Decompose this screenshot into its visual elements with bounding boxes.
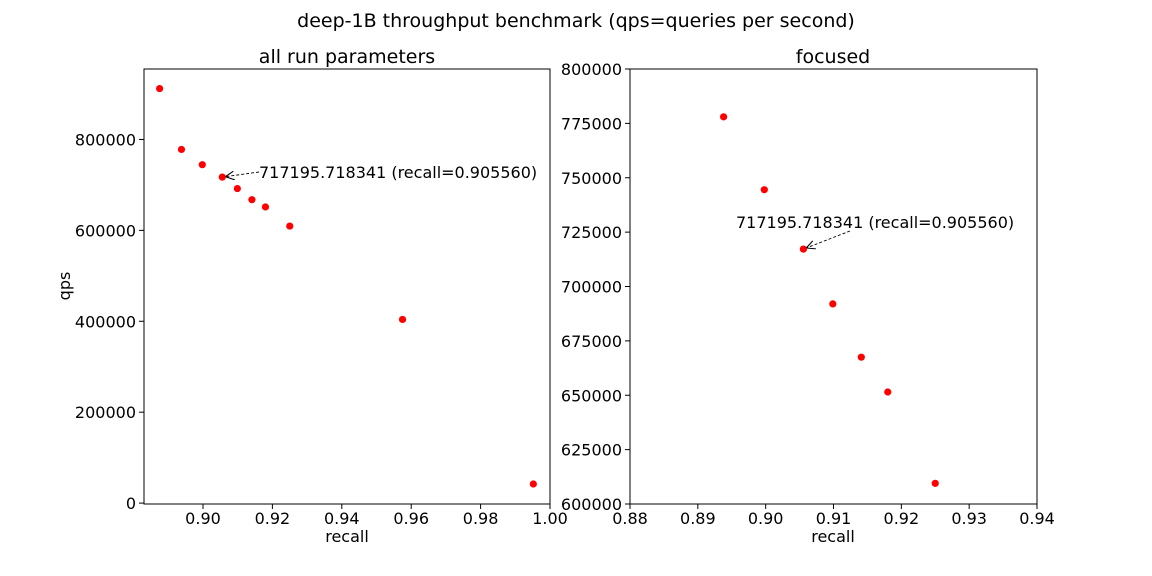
y-tick-label: 0	[126, 494, 136, 513]
plot-title-all-run-parameters: all run parameters	[259, 46, 435, 68]
y-axis-label: qps	[55, 272, 74, 301]
data-points	[156, 84, 537, 488]
y-tick-label: 400000	[75, 312, 136, 331]
y-tick-label: 700000	[561, 278, 622, 297]
x-tick-label: 0.92	[884, 509, 920, 528]
data-point	[156, 84, 164, 93]
data-points	[720, 113, 939, 487]
data-point	[884, 388, 892, 396]
x-tick-label: 0.90	[748, 509, 784, 528]
annotation: 717195.718341 (recall=0.905560)	[226, 163, 537, 182]
y-tick-label: 800000	[561, 60, 622, 79]
plot-title-focused: focused	[796, 46, 870, 68]
x-tick-label: 0.90	[185, 509, 221, 528]
y-tick-label: 775000	[561, 114, 622, 133]
plot-focused: focused 0.88 0.89 0.90 0.91 0.92 0.93 0.94 600…	[561, 46, 1055, 546]
x-tick-label: 0.96	[393, 509, 429, 528]
annotation-arrow	[807, 230, 851, 248]
data-point	[218, 173, 226, 181]
data-point	[760, 186, 768, 194]
x-tick-label: 0.94	[324, 509, 360, 528]
data-point	[720, 113, 728, 121]
x-tick-label: 0.94	[1019, 509, 1055, 528]
x-tick-label: 0.89	[680, 509, 716, 528]
y-tick-label: 725000	[561, 223, 622, 242]
y-tick-label: 625000	[561, 441, 622, 460]
x-tick-label: 0.98	[463, 509, 499, 528]
data-point	[931, 479, 939, 487]
y-ticks: 0 200000 400000 600000 800000	[75, 130, 144, 513]
y-tick-label: 675000	[561, 332, 622, 351]
data-point	[799, 245, 807, 253]
y-tick-label: 650000	[561, 386, 622, 405]
data-point	[857, 353, 865, 361]
data-point	[233, 184, 241, 193]
data-point	[398, 315, 407, 324]
y-tick-label: 200000	[75, 403, 136, 422]
data-point	[198, 161, 206, 169]
annotation-arrow	[226, 172, 260, 177]
data-point	[261, 203, 270, 211]
x-axis-label: recall	[811, 527, 855, 546]
x-axis-label: recall	[325, 527, 369, 546]
y-tick-label: 600000	[561, 495, 622, 514]
annotation-label: 717195.718341 (recall=0.905560)	[736, 213, 1014, 232]
data-point	[829, 300, 837, 308]
annotation: 717195.718341 (recall=0.905560)	[736, 213, 1014, 248]
x-tick-label: 1.00	[532, 509, 568, 528]
x-tick-label: 0.92	[255, 509, 291, 528]
y-tick-label: 600000	[75, 221, 136, 240]
data-point	[248, 196, 256, 204]
data-point	[177, 145, 186, 154]
annotation-label: 717195.718341 (recall=0.905560)	[259, 163, 537, 182]
figure-suptitle: deep-1B throughput benchmark (qps=querie…	[297, 10, 855, 32]
data-point	[286, 222, 294, 230]
x-tick-label: 0.88	[612, 509, 648, 528]
x-tick-label: 0.91	[816, 509, 852, 528]
data-point	[529, 480, 537, 488]
x-tick-label: 0.93	[951, 509, 987, 528]
x-ticks: 0.88 0.89 0.90 0.91 0.92 0.93 0.94	[612, 504, 1055, 528]
y-ticks: 600000 625000 650000 675000 700000 725000 7500…	[561, 60, 630, 514]
y-tick-label: 750000	[561, 169, 622, 188]
plot-all-run-parameters: all run parameters 0.90 0.92 0.94 0.96 0.98 1…	[55, 46, 568, 546]
x-ticks: 0.90 0.92 0.94 0.96 0.98 1.00	[185, 504, 568, 528]
plot-frame	[143, 68, 551, 505]
y-tick-label: 800000	[75, 130, 136, 149]
